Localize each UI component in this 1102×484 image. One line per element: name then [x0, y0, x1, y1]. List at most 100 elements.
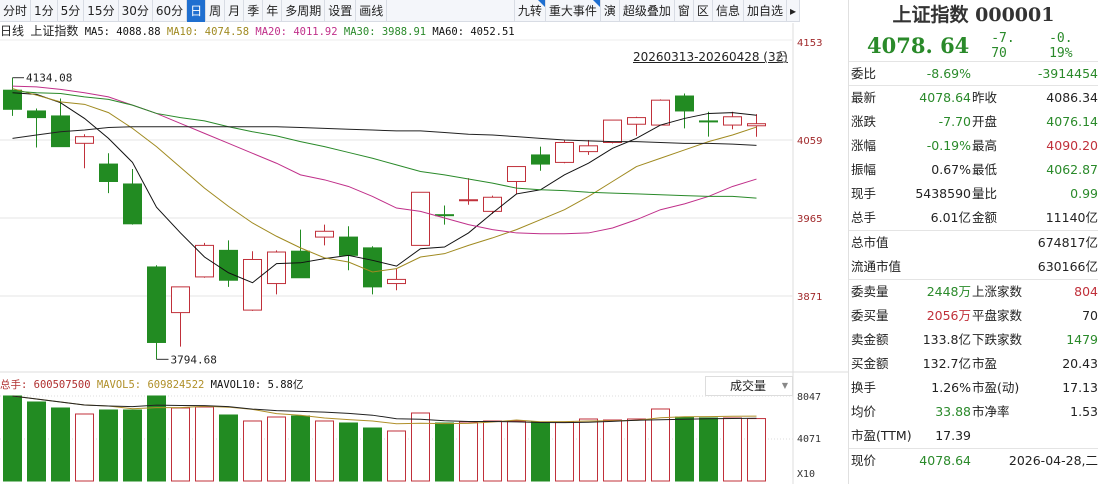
quote-row: 最新 4078.64 昨收 4086.34: [849, 86, 1098, 110]
quote-k2: 市盈(动): [972, 380, 1020, 395]
tool-button[interactable]: 演: [601, 0, 620, 22]
current-date: 2026-04-28,二: [1008, 453, 1098, 468]
quote-rows: 最新 4078.64 昨收 4086.34 涨跌 -7.70 开盘 4076.14 涨幅 -0.1…: [849, 86, 1098, 231]
candle-body: [723, 116, 742, 126]
volume-tick-label: 4071: [797, 434, 821, 445]
quote-v1: 4078.64: [919, 90, 971, 105]
mavol10-line: [12, 395, 757, 424]
period-tab[interactable]: 设置: [325, 0, 357, 22]
quote-k: 买金额: [851, 356, 889, 371]
volume-bar: [3, 395, 22, 482]
period-tab[interactable]: 多周期: [282, 0, 326, 22]
quote-row: 涨跌 -7.70 开盘 4076.14: [849, 110, 1098, 134]
quote-k2: 最低: [972, 162, 998, 177]
indicator-dropdown[interactable]: 成交量 ▼: [705, 376, 793, 396]
quote-k: 卖金额: [851, 332, 889, 347]
chevron-down-icon: ▼: [781, 381, 788, 390]
period-tab[interactable]: 60分: [153, 0, 188, 22]
quote-row: 卖金额 133.8亿 下跌家数 1479: [849, 328, 1098, 352]
date-range-link[interactable]: 20260313-20260428 (32): [633, 50, 788, 64]
quote-k2: 最高: [972, 138, 998, 153]
current-price-label: 现价: [851, 453, 877, 468]
period-tab[interactable]: 年: [263, 0, 283, 22]
candle-body: [531, 154, 550, 165]
volume-bar: [267, 416, 286, 482]
candle-body: [387, 278, 406, 285]
period-tab[interactable]: 30分: [119, 0, 153, 22]
kline-chart[interactable]: 4153 4059 3965 3871 4134.08 3794.68 8047 4071 X1…: [0, 0, 848, 484]
period-tab[interactable]: 画线: [356, 0, 388, 22]
tool-button[interactable]: 信息: [713, 0, 744, 22]
candle-body: [555, 141, 574, 163]
period-tab[interactable]: 周: [206, 0, 226, 22]
volume-bar: [411, 412, 430, 482]
candle-body: [99, 163, 118, 182]
period-label: 日线: [0, 24, 25, 38]
cap-label: 总市值: [851, 235, 889, 250]
period-tab[interactable]: 季: [244, 0, 264, 22]
weibi-row: 委比 -8.69% -3914454: [849, 62, 1098, 86]
unlock-icon[interactable]: [777, 51, 787, 63]
quote-row: 市盈(TTM) 17.39: [849, 424, 1098, 448]
price-change-pct: -0. 19%: [1049, 30, 1073, 61]
index-name: 上证指数: [30, 24, 79, 38]
quote-v1: 5438590: [915, 186, 971, 201]
quote-v1: 132.7亿: [922, 356, 971, 371]
collapse-panel-icon[interactable]: ▸: [787, 0, 800, 22]
period-tab[interactable]: 日: [187, 0, 207, 22]
quote-v1: 2056万: [926, 308, 971, 323]
current-price-value: 4078.64: [919, 453, 971, 468]
tool-button[interactable]: 超级叠加: [620, 0, 675, 22]
price-tick-label: 4153: [797, 38, 822, 49]
volume-bar: [459, 421, 478, 482]
volume-bar: [243, 420, 262, 482]
candle-body: [627, 117, 646, 125]
volume-bar: [51, 407, 70, 482]
tool-button[interactable]: 区: [694, 0, 713, 22]
quote-k: 现手: [851, 186, 877, 201]
candle-body: [411, 191, 430, 246]
quote-k: 委买量: [851, 308, 889, 323]
cap-row: 总市值 674817亿: [849, 231, 1098, 255]
mavol5-value: MAVOL5: 609824522: [96, 379, 205, 391]
period-tab[interactable]: 月: [225, 0, 245, 22]
tool-button[interactable]: 重大事件: [546, 0, 601, 22]
quote-k: 总手: [851, 210, 877, 225]
quote-row: 换手 1.26% 市盈(动) 17.13: [849, 376, 1098, 400]
candle-body: [603, 119, 622, 143]
ma5-value: MA5: 4088.88: [84, 26, 161, 38]
high-marker-label: 4134.08: [26, 72, 72, 85]
market-cap-rows: 总市值 674817亿 流通市值 630166亿: [849, 231, 1098, 280]
mavol10-value: MAVOL10: 5.88亿: [210, 379, 304, 391]
candle-body: [675, 95, 694, 112]
quote-v1: -0.19%: [926, 138, 971, 153]
weibi-diff: -3914454: [1037, 66, 1098, 81]
cap-value: 674817亿: [1037, 235, 1098, 250]
period-tab[interactable]: 15分: [84, 0, 119, 22]
price-tick-label: 3871: [797, 292, 822, 303]
last-price: 4078. 64: [867, 33, 970, 58]
tool-button[interactable]: 加自选: [744, 0, 787, 22]
candle-body: [747, 123, 766, 127]
volume-bar: [219, 414, 238, 482]
period-tab[interactable]: 分时: [0, 0, 32, 22]
period-tab[interactable]: 5分: [58, 0, 85, 22]
quote-v2: 20.43: [1062, 356, 1098, 371]
total-volume: 总手: 600507500: [0, 379, 91, 391]
volume-bar: [435, 422, 454, 482]
tool-button[interactable]: 九转: [515, 0, 546, 22]
quote-k2: 市净率: [972, 404, 1010, 419]
candle-body: [363, 247, 382, 288]
volume-tick-label: 8047: [797, 392, 821, 403]
volume-bar: [507, 420, 526, 482]
volume-bar: [387, 430, 406, 482]
quote-v2: 804: [1074, 284, 1098, 299]
candle-body: [315, 230, 334, 238]
volume-bar: [579, 418, 598, 482]
period-tab[interactable]: 1分: [31, 0, 58, 22]
volume-bar: [75, 413, 94, 482]
tool-button[interactable]: 窗: [675, 0, 694, 22]
ma5-line: [12, 92, 757, 284]
candle-body: [651, 99, 670, 126]
volume-bar: [675, 416, 694, 482]
